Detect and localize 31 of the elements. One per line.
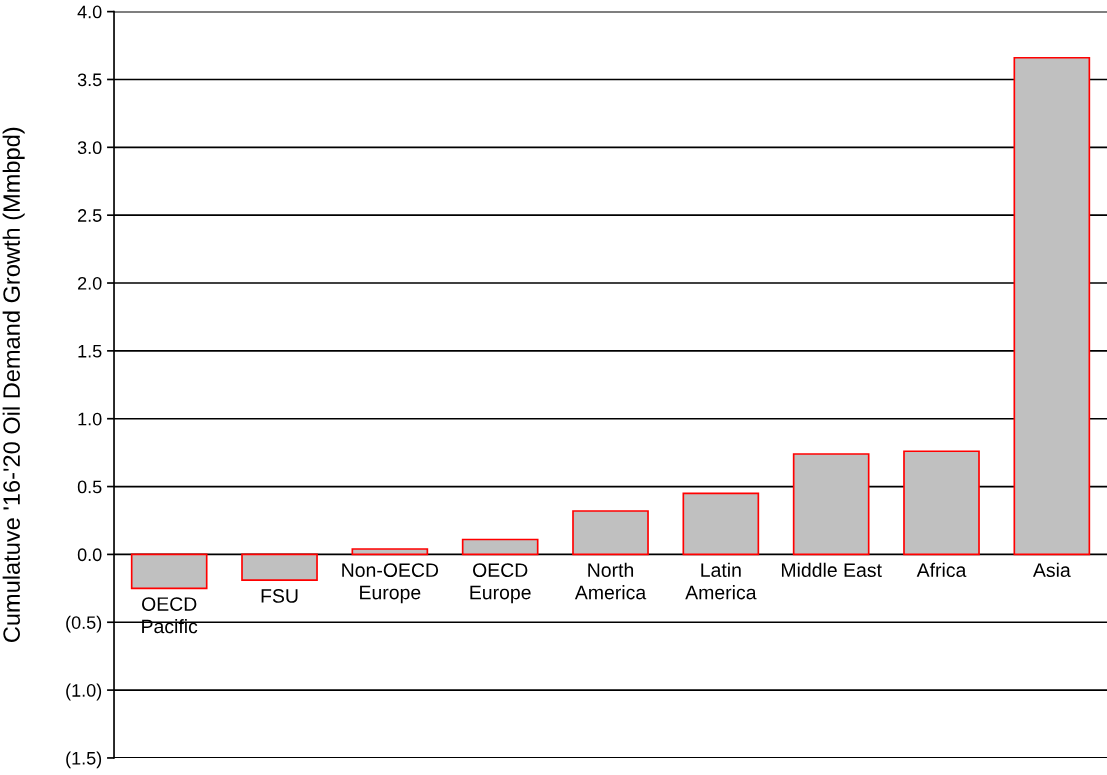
bar — [130, 553, 208, 590]
y-tick-label: 2.5 — [78, 209, 102, 222]
bar — [572, 510, 649, 556]
y-tick-label: 1.5 — [78, 344, 102, 358]
y-tick-label: (1.5) — [66, 751, 102, 769]
bar — [1013, 56, 1091, 556]
x-tick-label: Asia — [1032, 562, 1071, 578]
bar — [241, 553, 318, 582]
x-tick-label: FSU — [261, 589, 298, 603]
y-tick-label: 4.0 — [77, 5, 102, 19]
y-tick-label: 3.5 — [77, 73, 102, 87]
x-tick-label: Non-OECD Europe — [342, 563, 439, 604]
bar — [351, 548, 429, 556]
y-axis-title: Cumulatuve '16-'20 Oil Demand Growth (Mmbpd) — [2, 127, 25, 642]
y-tick-label: 0.0 — [77, 548, 102, 562]
x-tick-label: OECD Europe — [470, 563, 531, 604]
bar — [461, 538, 539, 556]
bar — [792, 453, 870, 556]
x-tick-label: Latin America — [685, 562, 757, 600]
y-tick-label: 0.5 — [77, 480, 102, 494]
x-tick-label: North America — [574, 562, 647, 600]
y-tick-label: (1.0) — [66, 683, 102, 701]
x-tick-label: OECD Pacific — [142, 597, 198, 634]
y-tick-label: (0.5) — [66, 615, 102, 633]
y-tick-label: 3.0 — [77, 141, 102, 155]
x-tick-label: Middle East — [781, 562, 882, 578]
y-tick-label: 1.0 — [78, 412, 102, 426]
bar — [903, 450, 980, 556]
bar — [682, 492, 760, 556]
y-tick-label: 2.0 — [78, 276, 102, 290]
x-tick-label: Africa — [916, 562, 967, 578]
